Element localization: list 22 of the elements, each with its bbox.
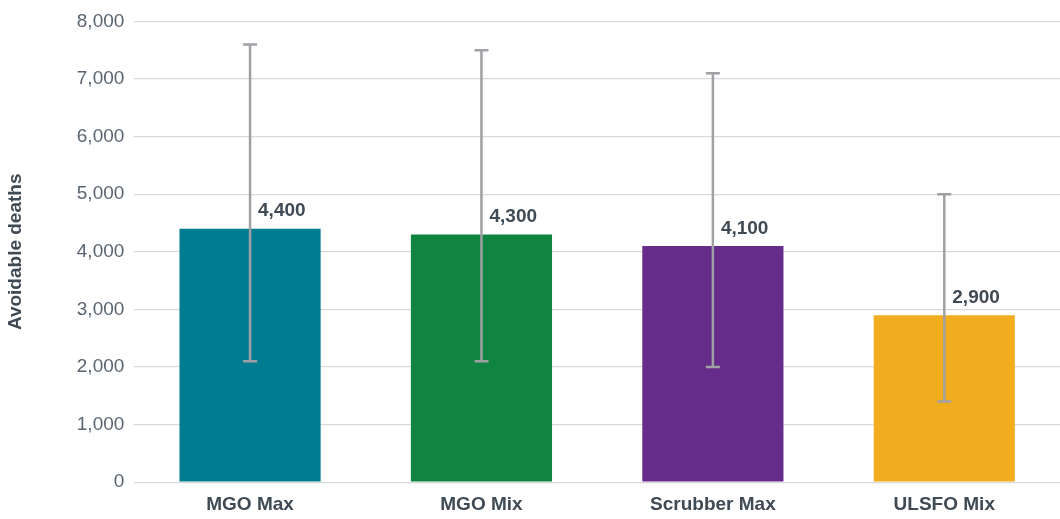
data-label: 4,300 [489,205,538,227]
x-tick-label: MGO Mix [440,492,524,514]
y-tick-label: 3,000 [76,297,125,319]
bar [642,246,784,482]
bar [873,315,1015,482]
y-tick-label: 8,000 [76,9,125,31]
data-label: 2,900 [952,285,1000,307]
x-tick-label: MGO Max [206,492,295,514]
bar [410,234,553,482]
data-label: 4,400 [258,199,306,221]
y-tick-label: 1,000 [76,412,125,434]
y-tick-label: 7,000 [76,67,125,89]
y-tick-label: 6,000 [76,124,125,146]
data-label: 4,100 [720,216,769,238]
y-tick-label: 0 [113,470,125,492]
bar [179,228,321,482]
x-tick-label: ULSFO Mix [893,492,996,514]
y-tick-label: 5,000 [76,182,125,204]
x-tick-label: Scrubber Max [650,492,777,514]
y-tick-label: 4,000 [76,240,125,262]
y-axis-title: Avoidable deaths [3,173,25,331]
y-tick-label: 2,000 [76,355,125,377]
